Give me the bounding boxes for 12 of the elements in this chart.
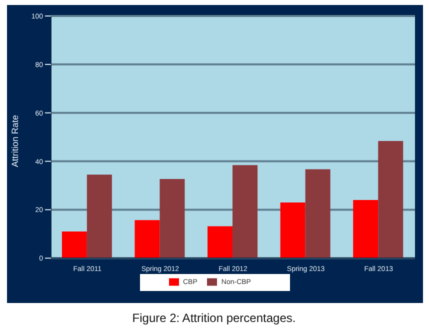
y-axis-title: Attrition Rate: [10, 115, 20, 168]
bar: [86, 174, 112, 258]
bar: [353, 200, 378, 258]
bar: [378, 140, 404, 258]
bar: [280, 202, 306, 258]
text: Figure 2: Attrition percentages.: [131, 311, 297, 325]
bar: [208, 226, 233, 258]
bar: [232, 165, 258, 258]
bar: [305, 169, 330, 258]
bar: [134, 220, 160, 258]
bar: [62, 232, 87, 258]
bar: [160, 178, 185, 258]
